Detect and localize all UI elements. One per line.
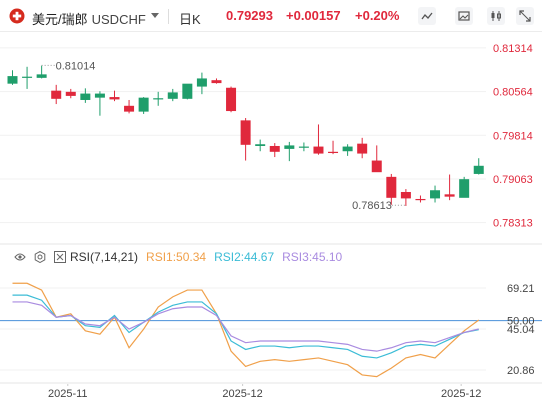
candle-body <box>386 176 397 198</box>
candle-body <box>328 151 339 154</box>
price-tick-label: 0.81314 <box>493 43 533 55</box>
price-annotations: 0.81014 0.78613 <box>41 60 406 212</box>
pair-name: 美元/瑞郎 <box>32 12 88 27</box>
candle-body <box>415 198 426 201</box>
rsi-legend: RSI(7,14,21) RSI1:50.34 RSI2:44.67 RSI3:… <box>0 247 342 267</box>
candle-body <box>182 83 193 99</box>
line-chart-icon[interactable] <box>418 7 436 25</box>
candle-body <box>226 87 237 112</box>
usd-chf-flag-icon <box>9 8 25 24</box>
date-tick-label: 2025-11 <box>48 388 88 400</box>
candle-body <box>80 93 91 100</box>
candle-body <box>269 145 280 152</box>
rsi2-value: RSI2:44.67 <box>214 250 275 264</box>
candle-body <box>167 92 178 99</box>
price-axis: 0.81314 0.80564 0.79814 0.79063 0.78313 <box>493 43 533 230</box>
candle-body <box>211 80 222 84</box>
candle-body <box>196 78 207 87</box>
chart-canvas[interactable]: 0.81314 0.80564 0.79814 0.79063 0.78313 0.81… <box>0 32 542 406</box>
candle-body <box>342 146 353 152</box>
price-tick-label: 0.78313 <box>493 218 533 230</box>
candle-body <box>284 145 295 149</box>
candle-body <box>36 74 47 78</box>
rsi-grid <box>0 287 542 371</box>
candle-body <box>371 160 382 173</box>
rsi-tick-label: 20.86 <box>507 365 535 377</box>
candle-body <box>400 191 411 199</box>
price-change-percent: +0.20% <box>355 8 400 23</box>
quote-header: 美元/瑞郎 USDCHF 日K 0.79293 +0.00157 +0.20% <box>0 0 542 32</box>
chevron-down-icon[interactable] <box>151 13 159 18</box>
candle-settings-icon[interactable] <box>487 7 505 25</box>
eye-icon[interactable] <box>14 251 26 263</box>
candle-body <box>459 179 470 198</box>
last-price: 0.79293 <box>226 8 273 23</box>
candle-body <box>298 146 309 148</box>
rsi1-value: RSI1:50.34 <box>146 250 207 264</box>
divider <box>168 9 169 24</box>
gear-icon[interactable] <box>34 251 46 263</box>
candle-body <box>51 90 62 99</box>
candle-body <box>153 98 164 100</box>
rsi-series <box>12 282 480 378</box>
rsi-tick-label: 50.00 <box>507 316 535 328</box>
timeframe-selector[interactable]: 日K <box>179 12 201 27</box>
rsi-tick-label: 45.04 <box>507 324 535 336</box>
rsi-line-rsi2 <box>12 294 479 359</box>
candle-body <box>473 165 484 174</box>
instrument-selector[interactable]: 美元/瑞郎 USDCHF <box>32 9 146 28</box>
candle-body <box>124 105 135 112</box>
candle-body <box>444 194 455 197</box>
candle-body <box>313 146 324 154</box>
price-tick-label: 0.79814 <box>493 130 533 142</box>
high-label: 0.81014 <box>56 60 96 72</box>
candle-body <box>357 143 368 154</box>
close-square-icon[interactable] <box>54 251 66 263</box>
candle-body <box>22 76 33 78</box>
price-tick-label: 0.79063 <box>493 174 533 186</box>
candle-body <box>430 190 441 199</box>
low-label: 0.78613 <box>352 200 392 212</box>
candlestick-series <box>7 65 484 206</box>
rsi-tick-label: 69.21 <box>507 283 535 295</box>
price-tick-label: 0.80564 <box>493 87 533 99</box>
rsi3-value: RSI3:45.10 <box>282 250 343 264</box>
candle-body <box>65 91 76 96</box>
candle-body <box>138 97 149 112</box>
rsi-line-rsi3 <box>12 301 479 352</box>
price-change: +0.00157 <box>286 8 341 23</box>
image-icon[interactable] <box>455 7 473 25</box>
candle-body <box>7 76 18 84</box>
date-tick-label: 2025-12 <box>441 388 481 400</box>
candle-body <box>94 93 105 98</box>
candle-body <box>240 120 251 145</box>
indicator-name: RSI(7,14,21) <box>70 250 139 264</box>
rsi-line-rsi1 <box>12 282 480 378</box>
pair-symbol: USDCHF <box>91 12 146 27</box>
expand-icon[interactable] <box>516 7 534 25</box>
candle-body <box>109 97 120 100</box>
date-axis: 2025-11 2025-12 2025-12 <box>0 382 542 400</box>
date-tick-label: 2025-12 <box>222 388 262 400</box>
candle-body <box>255 144 266 146</box>
